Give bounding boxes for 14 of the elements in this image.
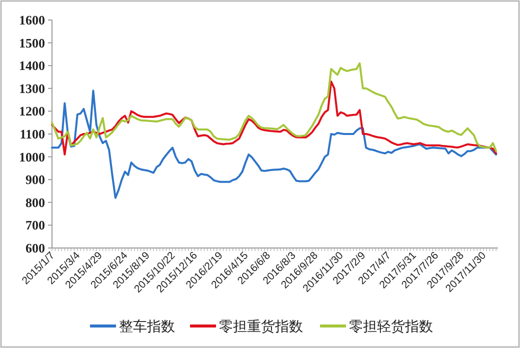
y-tick-label: 1400 (19, 58, 45, 74)
y-tick-label: 900 (26, 172, 45, 188)
y-tick-label: 700 (26, 218, 45, 233)
y-tick-label: 600 (26, 240, 45, 256)
y-tick-label: 800 (26, 194, 45, 210)
legend-label: 零担轻货指数 (349, 318, 433, 334)
y-tick-label: 1600 (19, 12, 45, 28)
legend-label: 零担重货指数 (219, 318, 303, 334)
legend-label: 整车指数 (119, 318, 175, 334)
y-tick-label: 1000 (19, 149, 45, 164)
y-tick-label: 1500 (19, 35, 45, 50)
y-tick-label: 1100 (20, 126, 45, 142)
y-tick-label: 1300 (19, 80, 45, 96)
y-tick-label: 1200 (19, 104, 45, 119)
